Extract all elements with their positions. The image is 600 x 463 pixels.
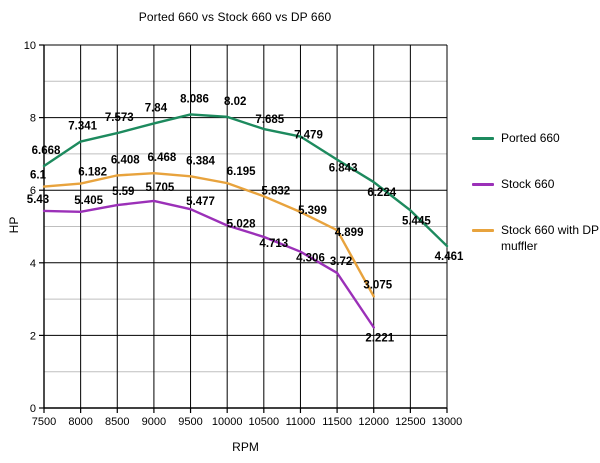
y-tick-label: 4: [30, 258, 36, 270]
data-point-label: 3.72: [330, 256, 352, 268]
data-point-label: 6.384: [186, 155, 215, 167]
data-point-label: 6.843: [329, 163, 358, 175]
data-point-label: 2.221: [365, 332, 394, 344]
legend-item-label: Stock 660 with DP muffler: [501, 223, 599, 253]
legend-item[interactable]: Stock 660: [472, 176, 600, 192]
data-point-label: 5.705: [146, 182, 175, 194]
data-point-label: 4.713: [259, 238, 288, 250]
legend-item[interactable]: Stock 660 with DP muffler: [472, 222, 600, 254]
data-point-label: 5.43: [27, 194, 49, 206]
x-tick-label: 8500: [105, 416, 129, 428]
y-tick-label: 10: [24, 40, 36, 52]
chart-title: Ported 660 vs Stock 660 vs DP 660: [138, 10, 332, 24]
data-point-label: 6.224: [367, 187, 396, 199]
x-tick-label: 10000: [212, 416, 243, 428]
y-axis-label: HP: [7, 216, 21, 234]
x-axis-label: RPM: [232, 440, 259, 454]
data-point-label: 6.182: [78, 167, 107, 179]
x-tick-label: 8000: [68, 416, 92, 428]
data-point-label: 5.405: [74, 195, 103, 207]
legend-color-swatch: [472, 229, 494, 232]
x-tick-label: 7500: [32, 416, 56, 428]
data-point-label: 7.341: [68, 121, 97, 133]
legend-item-label: Stock 660: [501, 177, 555, 191]
data-point-label: 6.195: [227, 166, 256, 178]
data-point-label: 4.461: [435, 251, 464, 263]
x-tick-label: 10500: [249, 416, 280, 428]
x-tick-label: 11000: [286, 416, 316, 428]
data-point-label: 6.668: [32, 145, 61, 157]
data-point-label: 5.399: [298, 205, 327, 217]
data-point-label: 3.075: [363, 279, 392, 291]
data-point-label: 6.408: [111, 154, 140, 166]
data-point-label: 5.477: [186, 196, 215, 208]
data-point-label: 7.84: [145, 102, 168, 114]
data-point-label: 5.59: [112, 186, 134, 198]
x-tick-label: 13000: [432, 416, 463, 428]
legend-color-swatch: [472, 183, 494, 186]
data-point-label: 7.685: [255, 114, 284, 126]
data-point-label: 8.02: [224, 96, 246, 108]
series-line: [42, 199, 375, 329]
data-point-label: 5.445: [402, 215, 431, 227]
y-tick-label: 6: [30, 185, 36, 197]
data-point-label: 4.899: [335, 227, 364, 239]
series-line: [42, 172, 375, 298]
x-tick-label: 9000: [142, 416, 166, 428]
data-point-label: 4.306: [296, 253, 325, 265]
data-point-label: 6.1: [30, 170, 47, 182]
legend-item[interactable]: Ported 660: [472, 130, 600, 146]
y-tick-label: 2: [30, 330, 36, 342]
series-line: [42, 113, 449, 248]
y-tick-label: 0: [30, 403, 36, 415]
legend-color-swatch: [472, 137, 494, 140]
x-tick-label: 12500: [395, 416, 426, 428]
data-point-label: 5.028: [227, 218, 256, 230]
x-tick-label: 12000: [358, 416, 389, 428]
x-tick-label: 9500: [178, 416, 202, 428]
legend-item-label: Ported 660: [501, 131, 560, 145]
chart-legend: Ported 660 Stock 660 Stock 660 with DP muf…: [472, 130, 600, 284]
data-point-label: 7.479: [294, 130, 323, 142]
data-point-label: 6.468: [148, 152, 177, 164]
y-tick-label: 8: [30, 113, 36, 125]
x-tick-label: 11500: [322, 416, 352, 428]
data-point-label: 5.832: [261, 185, 290, 197]
data-point-label: 7.573: [105, 112, 134, 124]
data-point-label: 8.086: [180, 93, 209, 105]
